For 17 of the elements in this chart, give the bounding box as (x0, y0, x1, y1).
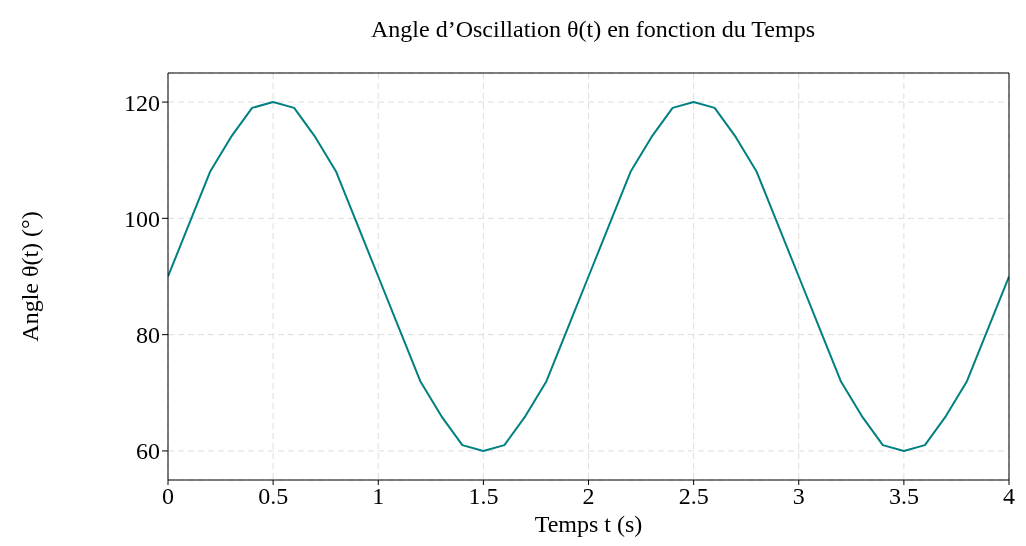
x-tick-label: 2 (582, 483, 595, 510)
chart-title: Angle d’Oscillation θ(t) en fonction du Temps (371, 16, 815, 42)
y-tick-label: 80 (136, 322, 160, 349)
y-tick-label: 100 (124, 205, 160, 232)
x-tick-label: 4 (1003, 483, 1015, 510)
x-tick-label: 3.5 (888, 483, 919, 510)
line-series (168, 101, 1009, 452)
y-tick-label: 60 (136, 438, 160, 465)
y-axis-title: Angle θ(t) (°) (17, 211, 43, 342)
x-axis-title: Temps t (s) (534, 511, 643, 537)
y-tick-label: 120 (124, 89, 160, 116)
x-tick-label: 0.5 (258, 483, 289, 510)
x-tick-label: 3 (792, 483, 805, 510)
x-tick-label: 1.5 (468, 483, 499, 510)
x-tick-label: 0 (162, 483, 174, 510)
x-tick-label: 2.5 (678, 483, 709, 510)
x-tick-label: 1 (372, 483, 385, 510)
